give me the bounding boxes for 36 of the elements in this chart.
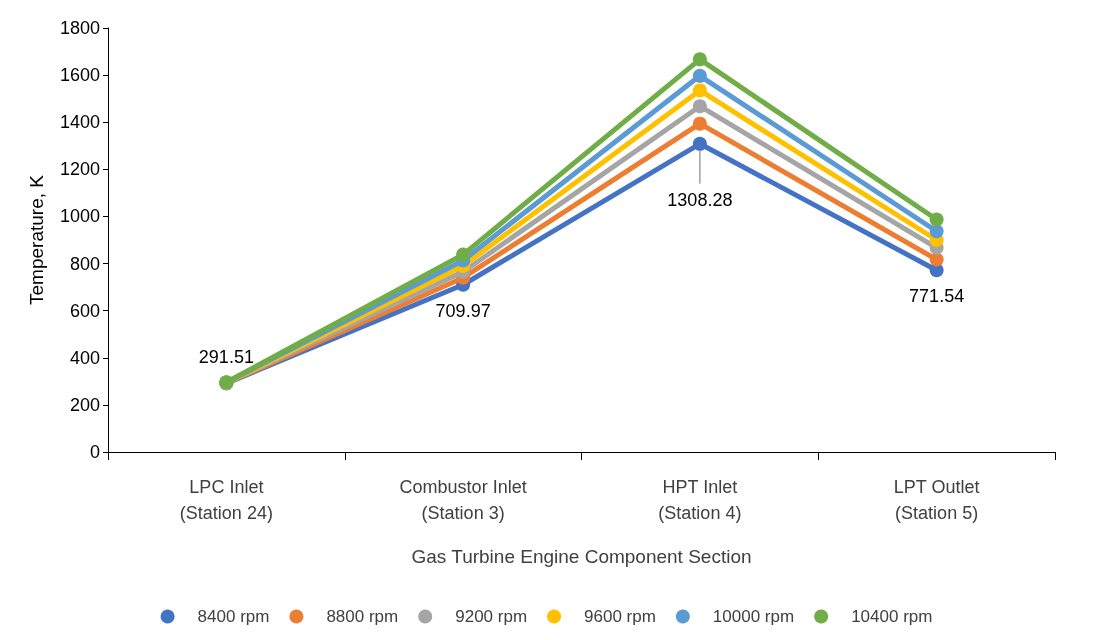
point bbox=[692, 52, 707, 67]
data-label: 709.97 bbox=[435, 300, 491, 321]
y-tick-label: 400 bbox=[69, 347, 100, 368]
x-axis-title: Gas Turbine Engine Component Section bbox=[411, 546, 752, 567]
point bbox=[456, 247, 471, 262]
legend-label: 10000 rpm bbox=[712, 607, 795, 626]
data-label: 1308.28 bbox=[667, 189, 733, 210]
legend-label: 10400 rpm bbox=[851, 607, 933, 626]
data-label: 771.54 bbox=[909, 286, 965, 307]
point bbox=[692, 99, 707, 114]
y-axis-title: Temperature, K bbox=[26, 174, 47, 305]
legend-label: 9200 rpm bbox=[455, 607, 528, 626]
y-tick-label: 1200 bbox=[59, 159, 100, 180]
data-label: 291.51 bbox=[198, 347, 254, 368]
legend-label: 8800 rpm bbox=[326, 607, 399, 626]
point bbox=[929, 212, 944, 227]
x-tick-label: Combustor Inlet (Station 3) bbox=[399, 477, 527, 523]
y-tick-label: 1800 bbox=[59, 18, 100, 38]
point bbox=[692, 136, 707, 151]
y-tick-label: 1000 bbox=[59, 206, 100, 227]
point bbox=[929, 224, 944, 239]
point bbox=[692, 68, 707, 83]
legend-label: 8400 rpm bbox=[197, 607, 270, 626]
point bbox=[692, 116, 707, 131]
x-tick-label: HPT Inlet (Station 4) bbox=[658, 477, 742, 523]
y-tick-label: 200 bbox=[69, 394, 100, 415]
y-tick-label: 0 bbox=[89, 442, 100, 462]
y-tick-label: 800 bbox=[69, 253, 100, 274]
x-tick-label: LPT Outlet (Station 5) bbox=[893, 477, 980, 523]
y-tick-label: 1600 bbox=[59, 65, 100, 86]
x-tick-label: LPC Inlet (Station 24) bbox=[179, 477, 273, 523]
point bbox=[692, 83, 707, 98]
y-tick-label: 600 bbox=[69, 300, 100, 321]
legend-label: 9600 rpm bbox=[584, 607, 656, 626]
point bbox=[929, 252, 944, 267]
y-tick-label: 1400 bbox=[59, 112, 100, 133]
